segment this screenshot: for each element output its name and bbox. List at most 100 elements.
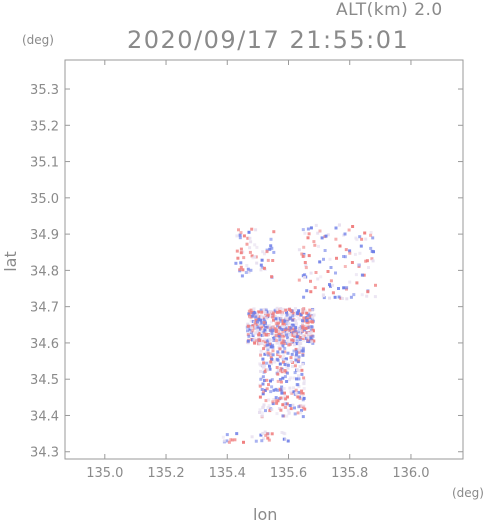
heatmap-cell	[276, 372, 280, 376]
heatmap-cell	[246, 236, 250, 240]
heatmap-cell	[283, 375, 287, 379]
heatmap-cell	[269, 320, 273, 324]
heatmap-cell	[301, 347, 305, 351]
heatmap-cell	[261, 250, 265, 254]
heatmap-cell	[271, 315, 275, 319]
heatmap-cell	[319, 275, 323, 279]
heatmap-cell	[275, 324, 279, 328]
heatmap-cell	[239, 265, 243, 269]
heatmap-cell	[247, 270, 251, 274]
heatmap-cell	[316, 277, 320, 281]
heatmap-cell	[339, 296, 343, 300]
x-tick-label: 135.2	[147, 466, 184, 481]
y-tick-label: 34.5	[30, 373, 59, 388]
heatmap-cell	[272, 230, 276, 234]
heatmap-cell	[304, 324, 308, 328]
heatmap-cell	[299, 404, 303, 408]
heatmap-cell	[281, 356, 284, 360]
heatmap-cell	[271, 329, 275, 333]
heatmap-cell	[298, 345, 302, 349]
heatmap-cell	[283, 394, 287, 398]
heatmap-cell	[261, 431, 265, 435]
heatmap-cell	[247, 309, 251, 313]
heatmap-cell	[268, 328, 272, 332]
heatmap-cell	[313, 243, 317, 247]
heatmap-cell	[239, 251, 243, 255]
heatmap-cell	[267, 404, 271, 408]
heatmap-cell	[345, 286, 349, 290]
heatmap-cell	[282, 339, 285, 343]
heatmap-cell	[301, 362, 305, 366]
heatmap-cell	[302, 396, 306, 400]
heatmap-cell	[225, 439, 229, 443]
heatmap-cell	[306, 314, 310, 318]
heatmap-cell	[352, 293, 356, 297]
heatmap-cell	[266, 436, 270, 440]
heatmap-cell	[295, 335, 299, 339]
heatmap-cell	[258, 338, 262, 342]
heatmap-cell	[265, 339, 269, 343]
heatmap-cell	[366, 290, 370, 294]
heatmap-cell	[269, 237, 273, 241]
y-tick-label: 34.4	[30, 409, 59, 424]
heatmap-cell	[281, 344, 285, 348]
heatmap-cell	[255, 261, 259, 265]
heatmap-cell	[299, 411, 303, 415]
heatmap-cell	[262, 321, 266, 325]
heatmap-cell	[281, 328, 285, 331]
heatmap-cell	[281, 396, 285, 400]
heatmap-cell	[264, 316, 268, 320]
heatmap-cell	[252, 338, 256, 342]
heatmap-cell	[265, 310, 269, 314]
heatmap-cell	[246, 333, 250, 337]
heatmap-cell	[236, 256, 240, 260]
heatmap-cell	[300, 349, 304, 353]
heatmap-cell	[249, 308, 253, 312]
heatmap-cell	[294, 391, 298, 395]
heatmap-cell	[331, 291, 335, 295]
heatmap-cell	[286, 366, 290, 370]
heatmap-cell	[306, 236, 310, 240]
heatmap-cell	[301, 311, 305, 315]
heatmap-cell	[269, 351, 273, 355]
heatmap-cell	[283, 350, 287, 354]
heatmap-cell	[360, 237, 364, 241]
heatmap-cell	[305, 318, 309, 322]
heatmap-cell	[295, 349, 299, 353]
heatmap-cell	[271, 353, 275, 357]
heatmap-cell	[280, 388, 284, 392]
heatmap-cell	[260, 411, 264, 415]
heatmap-cell	[279, 369, 283, 373]
heatmap-cell	[328, 283, 331, 287]
heatmap-cell	[245, 264, 249, 267]
heatmap-cell	[373, 295, 377, 299]
heatmap-cell	[362, 273, 366, 277]
heatmap-cell	[274, 387, 278, 391]
heatmap-cell	[257, 317, 261, 321]
heatmap-cell	[247, 230, 251, 234]
heatmap-cell	[294, 307, 297, 310]
heatmap-cell	[371, 259, 375, 263]
heatmap-cell	[360, 293, 364, 297]
heatmap-cell	[268, 247, 272, 251]
heatmap-cell	[364, 237, 368, 241]
heatmap-cell	[299, 342, 303, 345]
heatmap-cell	[259, 323, 263, 327]
heatmap-cell	[306, 338, 310, 342]
heatmap-cell	[280, 328, 284, 331]
heatmap-cell	[369, 233, 373, 237]
heatmap-cell	[270, 408, 274, 411]
heatmap-cell	[250, 435, 254, 439]
heatmap-cell	[259, 349, 263, 353]
heatmap-cell	[363, 231, 367, 235]
heatmap-cell	[286, 336, 290, 340]
heatmap-cell	[259, 308, 263, 312]
heatmap-cell	[294, 329, 298, 333]
x-tick-label: 135.0	[86, 466, 123, 481]
heatmap-cell	[278, 310, 282, 314]
heatmap-cells	[221, 223, 377, 444]
heatmap-cell	[311, 334, 315, 338]
heatmap-cell	[244, 271, 248, 274]
heatmap-cell	[261, 364, 265, 368]
